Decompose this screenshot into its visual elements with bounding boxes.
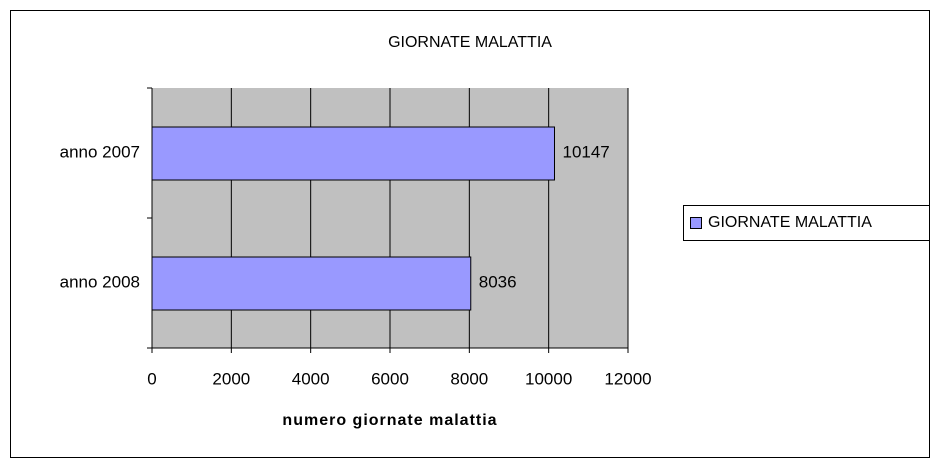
x-tick-label: 12000 xyxy=(604,369,651,388)
bar xyxy=(151,256,472,311)
chart-title: GIORNATE MALATTIA xyxy=(388,34,552,51)
x-tick-label: 0 xyxy=(147,369,156,388)
legend-label: GIORNATE MALATTIA xyxy=(708,214,872,231)
bar xyxy=(151,126,555,181)
y-tick-label: anno 2008 xyxy=(60,272,140,291)
x-axis-title: numero giornate malattia xyxy=(282,412,497,429)
x-tick-label: 10000 xyxy=(525,369,572,388)
value-label: 8036 xyxy=(479,272,517,291)
x-tick-label: 6000 xyxy=(371,369,409,388)
x-tick-label: 8000 xyxy=(450,369,488,388)
x-tick-label: 4000 xyxy=(292,369,330,388)
legend xyxy=(683,205,930,241)
value-label: 10147 xyxy=(562,142,609,161)
y-tick-label: anno 2007 xyxy=(60,142,140,161)
x-tick-label: 2000 xyxy=(212,369,250,388)
legend-marker xyxy=(690,217,702,229)
